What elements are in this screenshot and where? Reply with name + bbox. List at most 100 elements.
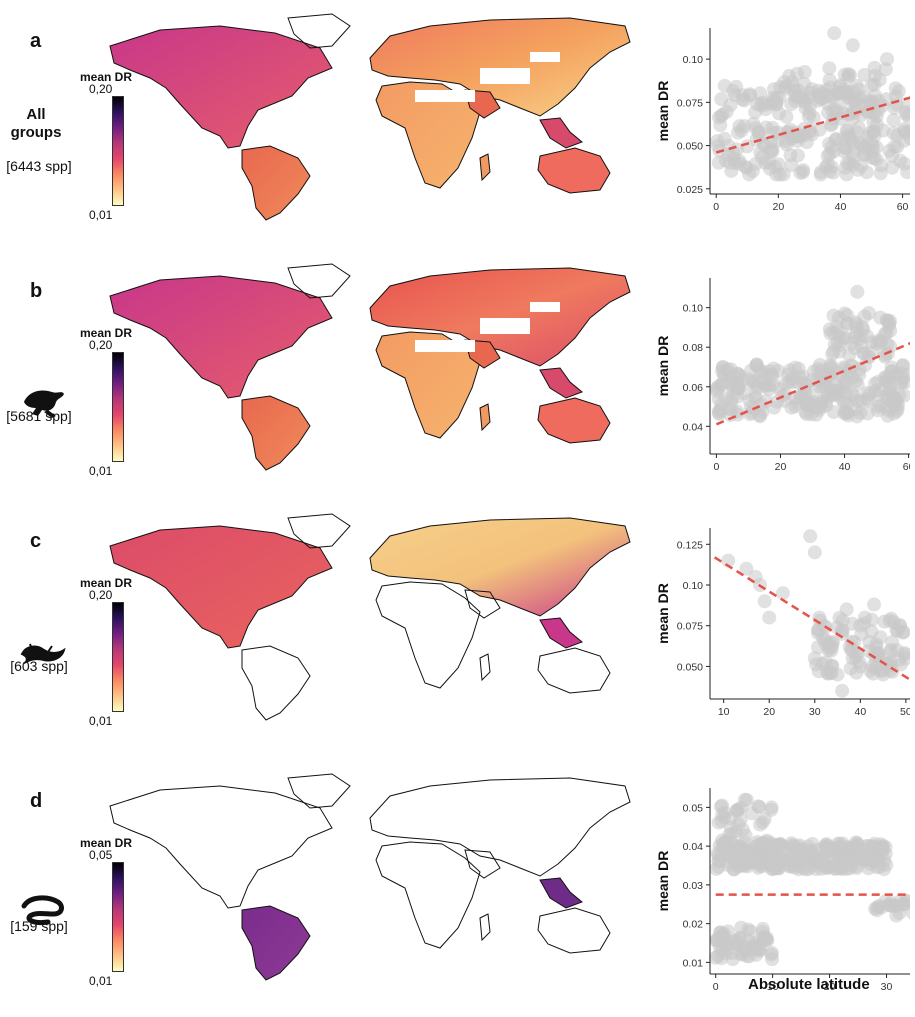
data-point — [725, 952, 740, 967]
data-point — [813, 363, 828, 378]
y-tick-label: 0.075 — [677, 621, 703, 633]
colorbar-min-label: 0,01 — [89, 714, 113, 728]
species-count: [6443 spp] — [6, 158, 72, 174]
data-point — [816, 618, 831, 633]
colorbar — [112, 862, 124, 972]
map-region-australia — [537, 647, 611, 694]
data-point — [818, 83, 833, 98]
data-point — [826, 308, 841, 323]
y-tick-label: 0.03 — [683, 880, 704, 892]
map-region-europeAsia — [369, 517, 631, 617]
data-point — [821, 643, 836, 658]
data-point — [723, 97, 738, 112]
y-tick-label: 0.08 — [683, 342, 704, 354]
trend-line — [715, 340, 915, 426]
map-region-australia — [537, 907, 611, 954]
data-point — [715, 360, 730, 375]
data-point — [870, 117, 885, 132]
data-point — [828, 102, 843, 117]
data-point — [861, 349, 876, 364]
map-region-greenland — [287, 513, 351, 549]
data-point — [861, 305, 876, 320]
data-point — [711, 155, 726, 170]
scatter-plot: 0.01 0.02 0.03 0.04 0.05 0 10 20 30 mean DR — [650, 784, 915, 1017]
data-point — [764, 367, 779, 382]
y-axis-label: mean DR — [655, 81, 671, 142]
data-point — [737, 119, 752, 134]
species-count: [603 spp] — [10, 658, 68, 674]
x-tick-label: 10 — [718, 706, 730, 718]
world-map — [70, 8, 645, 233]
x-tick-label: 20 — [824, 981, 836, 993]
data-point — [895, 359, 910, 374]
map-region-madagascar — [479, 403, 491, 432]
data-point — [718, 835, 733, 850]
map-region-africa — [375, 81, 481, 189]
data-point — [867, 597, 881, 612]
data-point — [763, 144, 778, 159]
x-tick-label: 40 — [835, 201, 847, 213]
data-point — [763, 161, 778, 176]
colorbar-min-label: 0,01 — [89, 974, 113, 988]
data-point — [838, 330, 853, 345]
trend-line — [713, 556, 915, 684]
data-point — [882, 386, 897, 401]
data-point — [710, 134, 725, 149]
data-point — [870, 900, 885, 915]
y-tick-label: 0.10 — [683, 303, 704, 315]
data-point — [739, 949, 754, 964]
data-point — [845, 38, 860, 53]
data-point — [751, 943, 766, 958]
colorbar-max-label: 0,05 — [89, 848, 113, 862]
x-tick-label: 30 — [809, 706, 821, 718]
data-point — [860, 385, 875, 400]
map-region-greenland — [287, 263, 351, 299]
data-point — [807, 545, 822, 560]
data-point — [738, 792, 753, 807]
data-point — [868, 88, 883, 103]
colorbar-title: mean DR — [80, 70, 133, 84]
trend-line — [715, 95, 913, 154]
x-tick-label: 10 — [767, 981, 779, 993]
y-tick-label: 0.02 — [683, 919, 704, 931]
data-point — [855, 320, 870, 335]
data-point — [858, 139, 873, 154]
data-point — [723, 820, 738, 835]
data-point — [860, 406, 875, 421]
y-tick-label: 0.05 — [683, 802, 704, 814]
data-point — [842, 348, 857, 363]
frog-icon — [18, 380, 66, 425]
data-point — [840, 840, 855, 855]
map-region-southAmerica — [241, 395, 311, 471]
data-point — [896, 121, 911, 136]
data-point — [807, 651, 822, 666]
data-point — [840, 405, 855, 420]
data-point — [896, 625, 911, 640]
data-point — [711, 815, 726, 830]
x-tick-label: 20 — [763, 706, 775, 718]
x-tick-label: 40 — [854, 706, 866, 718]
data-point — [840, 308, 855, 323]
x-tick-label: 30 — [881, 981, 893, 993]
data-point — [779, 109, 794, 124]
data-point — [725, 389, 740, 404]
data-point — [717, 78, 732, 93]
colorbar — [112, 352, 124, 462]
data-point — [835, 626, 850, 641]
map-region-northAmerica — [109, 525, 333, 649]
data-point — [876, 667, 891, 682]
data-point — [875, 841, 890, 856]
data-point — [854, 339, 869, 354]
map-region-europeAsia — [369, 267, 631, 367]
map-region-northAmerica — [109, 785, 333, 909]
data-point — [722, 401, 737, 416]
data-point — [822, 61, 837, 76]
map-region-greenland — [287, 13, 351, 49]
y-tick-label: 0.050 — [677, 141, 703, 153]
panel-c: c mean DR 0,20 0,01 [603 spp] 0.050 0.075 0.10 0… — [0, 508, 915, 753]
data-point — [737, 93, 752, 108]
map-region-southAmerica — [241, 145, 311, 221]
data-point — [749, 132, 764, 147]
y-tick-label: 0.075 — [677, 97, 703, 109]
data-point — [866, 150, 881, 165]
